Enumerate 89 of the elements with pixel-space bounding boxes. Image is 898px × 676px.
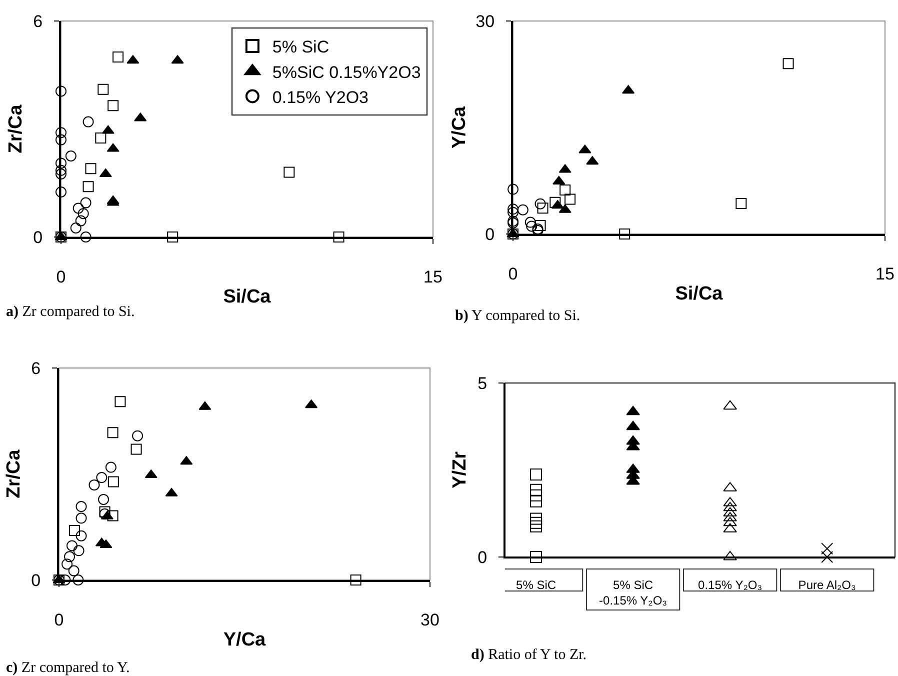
point — [98, 84, 109, 95]
text: b) Y compared to Si. — [455, 308, 580, 324]
y-axis-title: Y/Ca — [449, 106, 470, 149]
point — [108, 476, 119, 488]
point — [524, 216, 536, 228]
point — [56, 164, 66, 176]
point — [96, 472, 108, 484]
point — [56, 127, 66, 138]
point — [560, 184, 571, 196]
point — [88, 479, 100, 490]
x-axis-title: Si/Ca — [675, 284, 724, 305]
point — [80, 197, 92, 208]
legend-label: 5%SiC 0.15%Y2O3 — [272, 62, 421, 82]
point — [508, 184, 518, 195]
point — [114, 396, 126, 408]
legend-label: 5% SiC — [272, 38, 330, 57]
point — [75, 215, 86, 226]
point — [107, 510, 118, 522]
point — [56, 168, 66, 180]
point — [167, 232, 178, 242]
text: a) Zr compared to Si. — [6, 304, 135, 320]
x-tick-label: 5% SiC — [516, 578, 556, 592]
point — [62, 558, 73, 570]
point — [76, 512, 87, 524]
point — [107, 427, 118, 438]
point — [550, 196, 561, 208]
text: d) Ratio of Y to Zr. — [471, 647, 587, 663]
x-tick-label: 0 — [508, 264, 518, 284]
point — [132, 430, 144, 442]
point — [333, 232, 344, 242]
point — [112, 52, 124, 62]
point — [56, 158, 66, 169]
y-tick-label: 6 — [31, 358, 41, 378]
point — [284, 166, 295, 178]
point — [56, 86, 66, 97]
x-tick-label: 0.15% Y₂O₃ — [698, 578, 762, 592]
point — [782, 58, 794, 70]
point — [76, 530, 87, 542]
y-axis-title: Y/Zr — [450, 450, 471, 488]
x-axis-title: Y/Ca — [223, 630, 266, 651]
point — [517, 204, 528, 216]
y-tick-label: 5 — [478, 374, 488, 393]
point — [105, 462, 116, 473]
point — [56, 134, 66, 146]
point — [95, 132, 106, 144]
point — [130, 444, 142, 455]
x-tick-label: 5% SiC -0.15% Y₂O₃ — [599, 578, 668, 608]
point — [72, 574, 84, 586]
point — [70, 222, 82, 234]
point — [82, 181, 94, 192]
text: c) Zr compared to Y. — [6, 660, 130, 676]
point — [65, 150, 76, 162]
y-tick-label: 30 — [476, 12, 495, 31]
point — [98, 494, 110, 505]
x-tick-label: Pure Al₂O₃ — [798, 578, 856, 592]
point — [534, 220, 546, 231]
y-tick-label: 6 — [33, 12, 43, 31]
x-axis-title: Si/Ca — [223, 286, 272, 308]
point — [73, 545, 84, 556]
legend-label: 0.15% Y2O3 — [272, 88, 369, 107]
point — [508, 206, 518, 218]
x-tick-label: 15 — [876, 264, 894, 284]
point — [85, 163, 96, 174]
y-axis-title: Zr/Ca — [3, 449, 24, 498]
y-tick-label: 0 — [478, 548, 488, 567]
x-tick-label: 15 — [424, 267, 442, 286]
point — [564, 194, 576, 205]
point — [80, 232, 92, 242]
point — [68, 565, 80, 576]
point — [534, 198, 546, 210]
point — [72, 202, 84, 214]
point — [508, 204, 518, 215]
point — [64, 551, 76, 562]
point — [78, 208, 89, 220]
point — [108, 100, 119, 112]
point — [56, 186, 66, 198]
y-tick-label: 0 — [485, 224, 495, 244]
point — [537, 202, 548, 214]
point — [350, 574, 362, 586]
point — [68, 525, 80, 536]
x-tick-label: 0 — [56, 267, 66, 286]
point — [76, 501, 87, 512]
point — [82, 116, 94, 128]
point — [526, 220, 538, 232]
y-tick-label: 0 — [33, 228, 43, 247]
point — [66, 540, 78, 552]
point — [736, 198, 747, 209]
point — [619, 228, 630, 240]
y-axis-title: Zr/Ca — [5, 104, 26, 154]
